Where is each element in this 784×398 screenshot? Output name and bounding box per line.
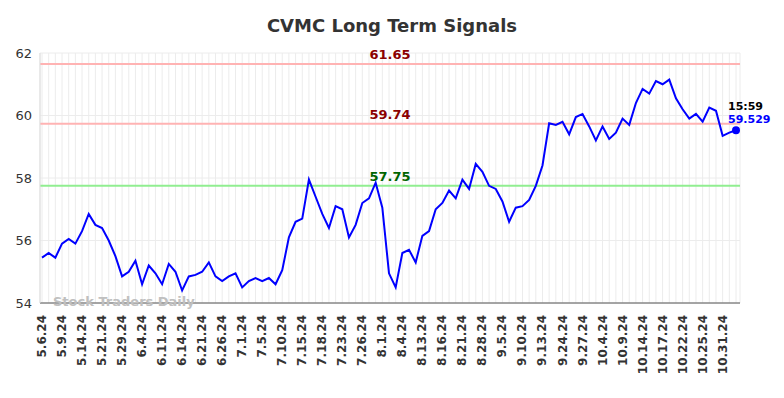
svg-text:9.10.24: 9.10.24 (515, 315, 529, 366)
svg-text:56: 56 (15, 233, 32, 248)
svg-text:8.16.24: 8.16.24 (435, 315, 449, 366)
svg-text:6.4.24: 6.4.24 (135, 315, 149, 358)
svg-text:8.21.24: 8.21.24 (455, 315, 469, 366)
svg-text:6.11.24: 6.11.24 (155, 315, 169, 366)
svg-text:6.21.24: 6.21.24 (195, 315, 209, 366)
svg-text:59.74: 59.74 (369, 107, 410, 122)
svg-text:10.17.24: 10.17.24 (656, 315, 670, 374)
svg-text:6.26.24: 6.26.24 (215, 315, 229, 366)
html-text:CVMC Long Term Signals: CVMC Long Term Signals (266, 15, 518, 36)
svg-text:10.22.24: 10.22.24 (676, 315, 690, 374)
svg-text:10.9.24: 10.9.24 (616, 315, 630, 366)
svg-text:59.529: 59.529 (728, 113, 770, 126)
svg-text:7.18.24: 7.18.24 (315, 315, 329, 366)
svg-text:5.6.24: 5.6.24 (35, 315, 49, 358)
svg-text:5.29.24: 5.29.24 (115, 315, 129, 366)
svg-text:58: 58 (15, 171, 32, 186)
svg-text:54: 54 (15, 296, 32, 311)
svg-text:7.23.24: 7.23.24 (335, 315, 349, 366)
svg-text:10.31.24: 10.31.24 (716, 315, 730, 374)
svg-text:10.25.24: 10.25.24 (696, 315, 710, 374)
svg-text:7.26.24: 7.26.24 (355, 315, 369, 366)
svg-text:61.65: 61.65 (369, 47, 410, 62)
svg-text:62: 62 (15, 46, 32, 61)
svg-text:7.15.24: 7.15.24 (295, 315, 309, 366)
svg-text:7.5.24: 7.5.24 (255, 315, 269, 358)
svg-text:7.10.24: 7.10.24 (275, 315, 289, 366)
svg-text:9.13.24: 9.13.24 (535, 315, 549, 366)
svg-text:8.28.24: 8.28.24 (475, 315, 489, 366)
svg-text:8.1.24: 8.1.24 (375, 315, 389, 358)
svg-text:57.75: 57.75 (369, 169, 410, 184)
svg-text:60: 60 (15, 108, 32, 123)
svg-text:9.24.24: 9.24.24 (556, 315, 570, 366)
svg-text:9.27.24: 9.27.24 (576, 315, 590, 366)
svg-text:8.13.24: 8.13.24 (415, 315, 429, 366)
svg-text:9.5.24: 9.5.24 (495, 315, 509, 358)
svg-text:15:59: 15:59 (728, 100, 763, 113)
svg-text:7.1.24: 7.1.24 (235, 315, 249, 358)
svg-text:6.14.24: 6.14.24 (175, 315, 189, 366)
svg-text:10.4.24: 10.4.24 (596, 315, 610, 366)
svg-text:5.21.24: 5.21.24 (95, 315, 109, 366)
svg-text:8.4.24: 8.4.24 (395, 315, 409, 358)
svg-text:5.14.24: 5.14.24 (75, 315, 89, 366)
svg-text:5.9.24: 5.9.24 (55, 315, 69, 358)
svg-text:10.14.24: 10.14.24 (636, 315, 650, 374)
html-text:Stock Traders Daily: Stock Traders Daily (53, 294, 195, 309)
